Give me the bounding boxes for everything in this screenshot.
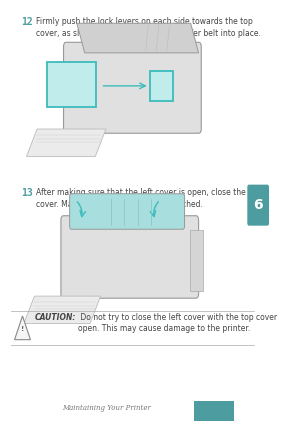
- FancyBboxPatch shape: [194, 401, 234, 421]
- Polygon shape: [26, 129, 106, 157]
- Text: Do not try to close the left cover with the top cover
open. This may cause damag: Do not try to close the left cover with …: [78, 313, 277, 333]
- Text: CAUTION:: CAUTION:: [34, 313, 76, 322]
- FancyBboxPatch shape: [150, 71, 173, 101]
- Polygon shape: [24, 296, 100, 324]
- FancyBboxPatch shape: [190, 230, 203, 291]
- Text: 12: 12: [21, 17, 33, 27]
- Text: !: !: [21, 326, 24, 332]
- Text: 6.27: 6.27: [206, 408, 223, 414]
- FancyBboxPatch shape: [46, 62, 96, 107]
- Polygon shape: [77, 23, 199, 53]
- Text: 13: 13: [21, 188, 33, 198]
- FancyBboxPatch shape: [247, 184, 269, 226]
- Text: Maintaining Your Printer: Maintaining Your Printer: [62, 404, 151, 412]
- FancyBboxPatch shape: [61, 216, 199, 298]
- Text: 6: 6: [254, 198, 263, 212]
- FancyBboxPatch shape: [70, 194, 184, 229]
- Text: Firmly push the lock levers on each side towards the top
cover, as shown below, : Firmly push the lock levers on each side…: [36, 17, 261, 38]
- Text: After making sure that the left cover is open, close the top
cover. Make sure th: After making sure that the left cover is…: [36, 188, 260, 209]
- FancyBboxPatch shape: [64, 42, 201, 133]
- Polygon shape: [15, 316, 31, 340]
